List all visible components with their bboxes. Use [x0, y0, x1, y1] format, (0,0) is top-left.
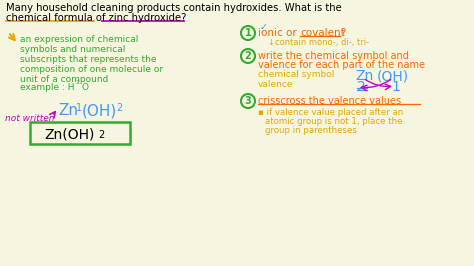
Text: (OH): (OH) [82, 103, 117, 118]
Text: chemical symbol: chemical symbol [258, 70, 334, 79]
Text: 3: 3 [245, 96, 251, 106]
Text: Zn: Zn [58, 103, 78, 118]
Text: covalent: covalent [300, 28, 345, 38]
Text: not written: not written [5, 114, 55, 123]
Text: unit of a compound: unit of a compound [20, 75, 109, 84]
Text: group in parentheses: group in parentheses [265, 126, 357, 135]
Text: write the chemical symbol and: write the chemical symbol and [258, 51, 409, 61]
Text: composition of one molecule or: composition of one molecule or [20, 65, 163, 74]
Text: Many household cleaning products contain hydroxides. What is the: Many household cleaning products contain… [6, 3, 342, 13]
Text: 2: 2 [357, 80, 366, 94]
Text: example : H: example : H [20, 83, 74, 92]
Text: valence for each part of the name: valence for each part of the name [258, 60, 425, 70]
Text: atomic group is not 1, place the: atomic group is not 1, place the [265, 117, 402, 126]
Text: ionic or: ionic or [258, 28, 300, 38]
Text: 2: 2 [98, 130, 104, 140]
Text: Zn: Zn [355, 69, 373, 83]
Bar [30, 122, 130, 144]
Text: valence: valence [258, 80, 293, 89]
Text: (OH): (OH) [377, 69, 409, 83]
Text: crisscross the valence values: crisscross the valence values [258, 96, 401, 106]
Text: 1: 1 [76, 103, 82, 113]
Text: 2: 2 [76, 80, 80, 85]
Text: ?: ? [340, 28, 346, 38]
Text: chemical formula of zinc hydroxide?: chemical formula of zinc hydroxide? [6, 13, 186, 23]
Text: ✓: ✓ [260, 22, 268, 32]
Text: ▪ if valence value placed after an: ▪ if valence value placed after an [258, 108, 403, 117]
Text: an expression of chemical: an expression of chemical [20, 35, 138, 44]
Text: subscripts that represents the: subscripts that represents the [20, 55, 156, 64]
Text: Zn(OH): Zn(OH) [44, 128, 94, 142]
Text: 2: 2 [245, 51, 251, 61]
Text: 1: 1 [245, 28, 251, 38]
Text: ↓contain mono-, di-, tri-: ↓contain mono-, di-, tri- [268, 38, 369, 47]
Text: 2: 2 [116, 103, 122, 113]
Text: 1: 1 [391, 80, 400, 94]
Text: O: O [82, 83, 89, 92]
Text: symbols and numerical: symbols and numerical [20, 45, 126, 54]
